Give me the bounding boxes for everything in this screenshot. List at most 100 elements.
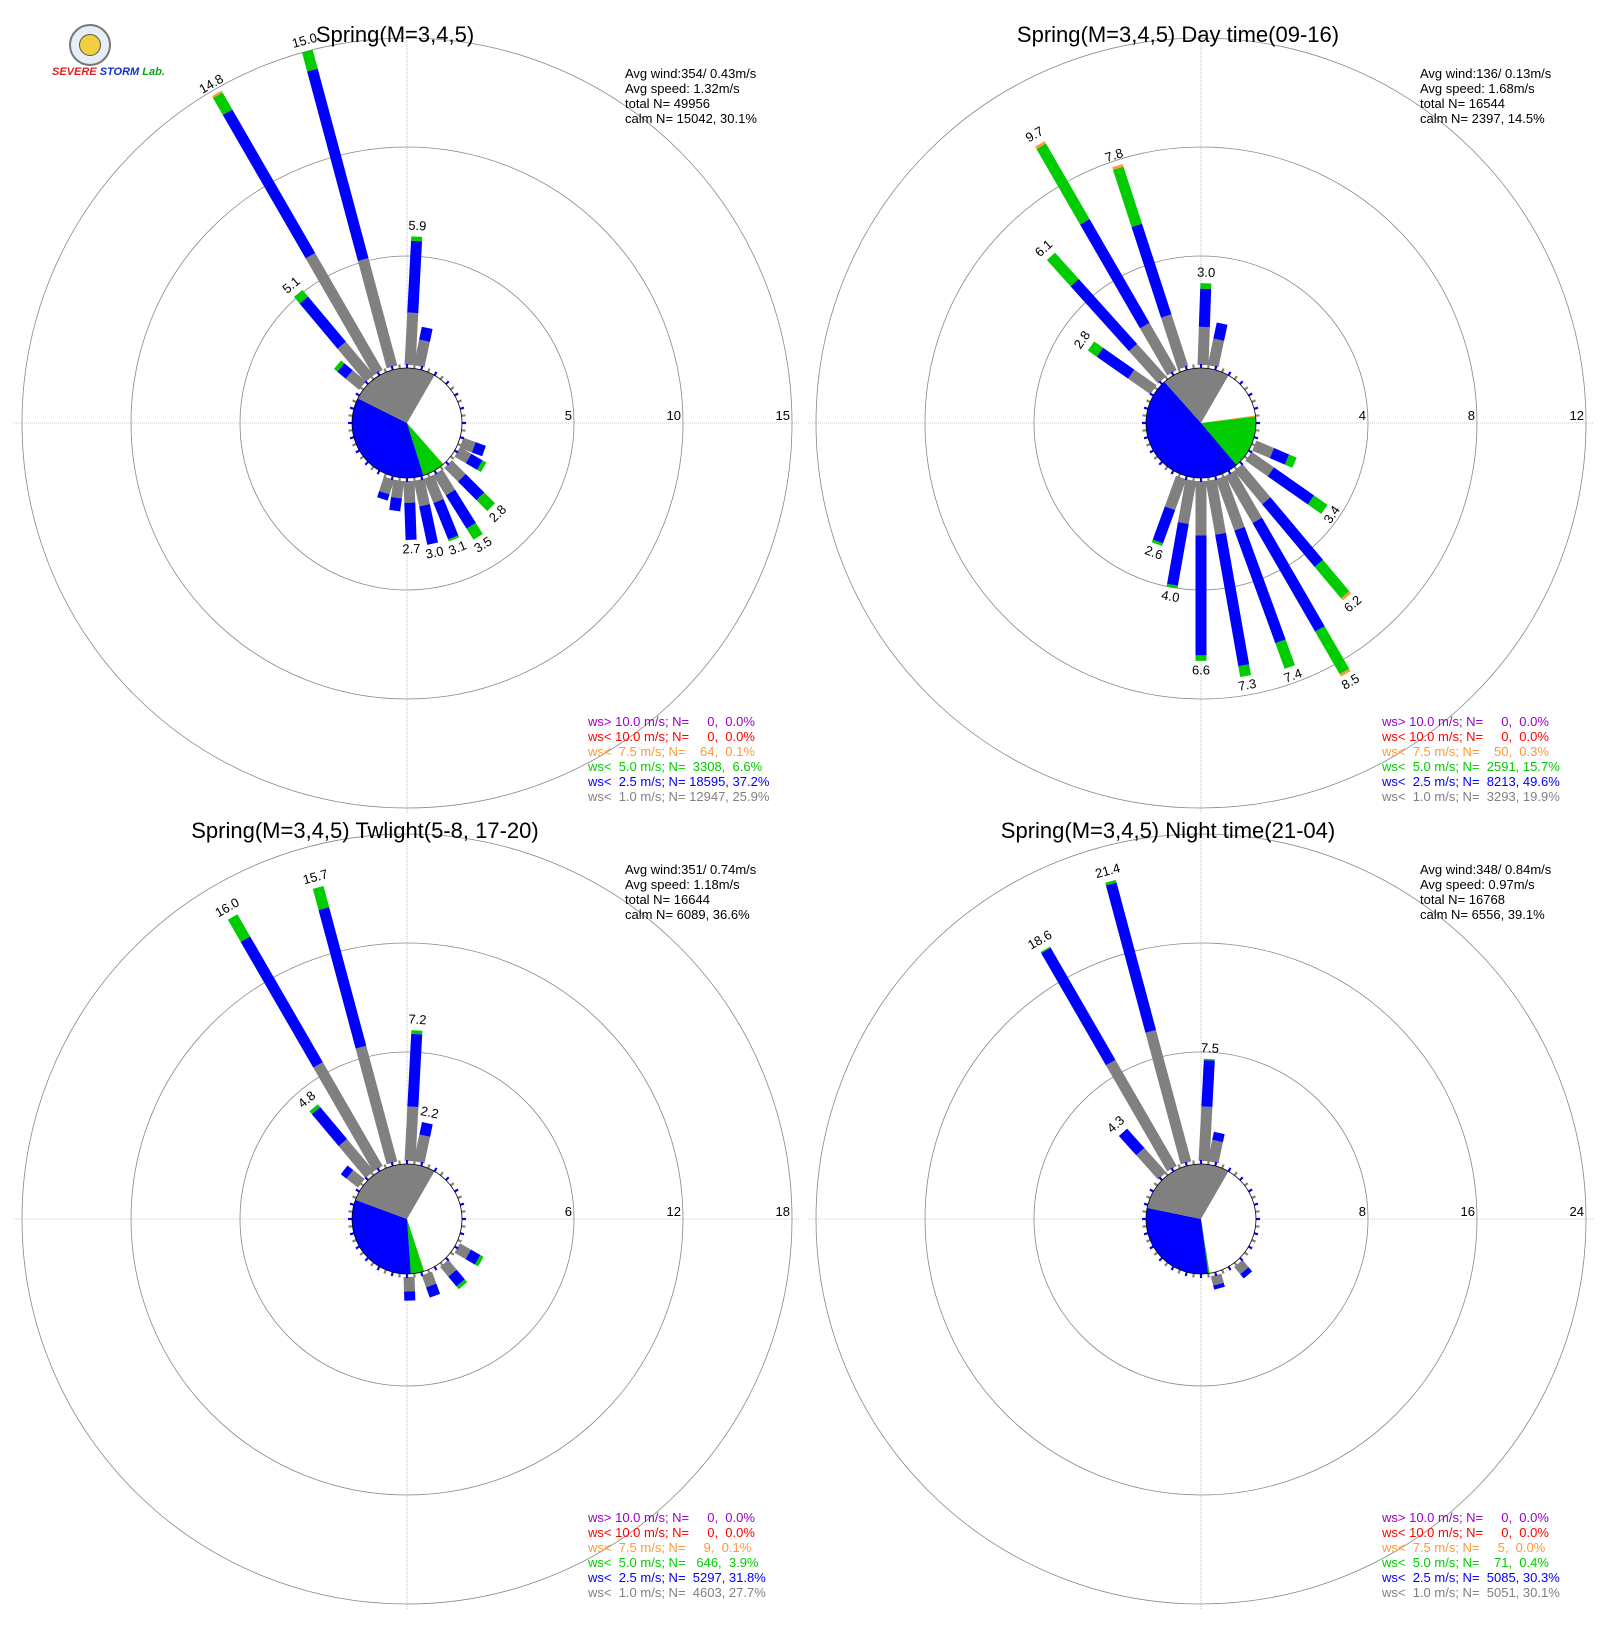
pie-tick <box>398 1160 401 1165</box>
pie-tick <box>439 465 444 471</box>
pie-slice-ws_lt50 <box>407 1219 425 1274</box>
pie-tick <box>1251 1239 1256 1243</box>
stats-line: Avg wind:354/ 0.43m/s <box>625 66 757 81</box>
pie-tick <box>1255 429 1260 432</box>
bar-segment-gray <box>421 1271 437 1288</box>
pie-tick <box>427 1269 431 1274</box>
bar-value-label: 2.6 <box>1143 542 1165 562</box>
legend-entry: ws> 10.0 m/s; N= 0, 0.0% <box>587 1510 755 1525</box>
bar-segment-blue <box>1118 1128 1145 1156</box>
bar-segment-green <box>477 460 487 473</box>
bar-segment-green <box>1200 283 1212 289</box>
pie-tick <box>449 386 455 391</box>
legend-entry: ws< 1.0 m/s; N= 5051, 30.1% <box>1381 1585 1560 1600</box>
pie-tick <box>349 1232 355 1236</box>
legend-entry: ws< 7.5 m/s; N= 50, 0.3% <box>1381 744 1549 759</box>
severe-storm-lab-logo: SEVERE STORM Lab. <box>52 24 165 88</box>
bar-segment-blue <box>465 1249 481 1265</box>
pie-tick <box>420 1161 424 1167</box>
bar-segment-gray <box>433 469 456 496</box>
bar-segment-blue <box>340 1165 354 1179</box>
pie-tick <box>348 1210 353 1213</box>
pie-tick <box>439 1261 444 1267</box>
stats-line: calm N= 6089, 36.6% <box>625 907 750 922</box>
logo-text-severe: SEVERE <box>52 66 97 78</box>
pie-tick <box>390 1271 394 1277</box>
pie-tick <box>1170 371 1175 376</box>
range-ring <box>130 942 684 1496</box>
bar-segment-green <box>1087 341 1104 357</box>
pie-tick <box>1243 455 1249 460</box>
pie-tick <box>457 1239 462 1243</box>
pie-tick <box>398 477 401 482</box>
pie-tick <box>364 380 369 385</box>
bar-segment-green <box>411 1030 423 1035</box>
pie-tick <box>1255 1210 1260 1213</box>
pie-tick <box>359 455 365 460</box>
pie-tick <box>370 375 375 381</box>
bar-value-label: 6.6 <box>1192 662 1210 677</box>
stats-line: Avg speed: 0.97m/s <box>1420 877 1535 892</box>
pie-tick <box>359 1251 365 1256</box>
pie-tick <box>1184 365 1188 371</box>
pie-tick <box>1239 461 1244 466</box>
bar-segment-blue <box>1080 218 1150 329</box>
pie-tick <box>1153 386 1159 391</box>
legend-entry: ws< 7.5 m/s; N= 5, 0.0% <box>1381 1540 1546 1555</box>
legend-entry: ws< 1.0 m/s; N= 3293, 19.9% <box>1381 789 1560 804</box>
pie-tick <box>1221 368 1225 373</box>
pie-tick <box>1248 449 1253 454</box>
pie-tick <box>459 406 465 410</box>
bar-segment-blue <box>1269 448 1290 465</box>
pie-tick <box>376 1167 381 1172</box>
pie-tick <box>1253 1232 1259 1236</box>
bar-segment-green <box>1166 583 1178 589</box>
bar-segment-gray <box>403 1276 416 1292</box>
bar-segment-gray <box>391 479 405 499</box>
pie-tick <box>1243 1251 1249 1256</box>
legend-entry: ws< 10.0 m/s; N= 0, 0.0% <box>1381 1525 1549 1540</box>
pie-tick <box>383 368 387 373</box>
bar-segment-gray <box>337 341 374 383</box>
pie-tick <box>1221 1269 1225 1274</box>
bar-segment-gray <box>1245 451 1274 477</box>
panel-title: Spring(M=3,4,5) <box>316 22 474 47</box>
bar-segment-green <box>1151 539 1164 546</box>
pie-tick <box>1164 375 1169 381</box>
bar-segment-blue <box>1213 1282 1225 1290</box>
legend-entry: ws< 2.5 m/s; N= 5297, 31.8% <box>587 1570 766 1585</box>
bar-segment-green <box>448 535 460 542</box>
bar-segment-blue <box>1195 535 1207 656</box>
bar-segment-gray <box>1252 440 1275 459</box>
bar-segment-green <box>1203 1058 1215 1061</box>
bar-segment-gray <box>1210 1273 1224 1286</box>
bar-segment-green <box>1307 495 1328 514</box>
pie-tick <box>352 1195 357 1199</box>
bar-segment-blue <box>465 453 483 470</box>
bar-value-label: 5.9 <box>408 218 427 234</box>
legend-entry: ws> 10.0 m/s; N= 0, 0.0% <box>1381 714 1549 729</box>
pie-tick <box>1192 477 1195 482</box>
pie-tick <box>352 399 357 403</box>
pie-tick <box>445 1257 450 1262</box>
pie-slice-ws_lt10_calm <box>355 1164 435 1219</box>
bar-segment-gray <box>1234 1259 1249 1275</box>
bar-segment-blue <box>337 363 353 379</box>
pie-tick <box>398 1273 401 1278</box>
bar-segment-gray <box>1205 479 1226 535</box>
bar-segment-gray <box>454 1243 471 1260</box>
bar-segment-blue <box>404 502 417 540</box>
bar-value-label: 3.0 <box>424 543 445 561</box>
bar-segment-green <box>312 886 330 910</box>
pie-tick <box>1177 473 1181 478</box>
stats-line: calm N= 2397, 14.5% <box>1420 111 1545 126</box>
bar-segment-blue <box>1212 1131 1225 1143</box>
range-ring <box>1033 1051 1369 1387</box>
pie-tick <box>349 436 355 440</box>
pie-tick <box>1207 477 1210 482</box>
bar-segment-gray <box>338 1139 374 1179</box>
pie-tick <box>383 1269 387 1274</box>
bar-segment-gray <box>305 252 383 376</box>
bar-segment-gray <box>1197 326 1210 366</box>
